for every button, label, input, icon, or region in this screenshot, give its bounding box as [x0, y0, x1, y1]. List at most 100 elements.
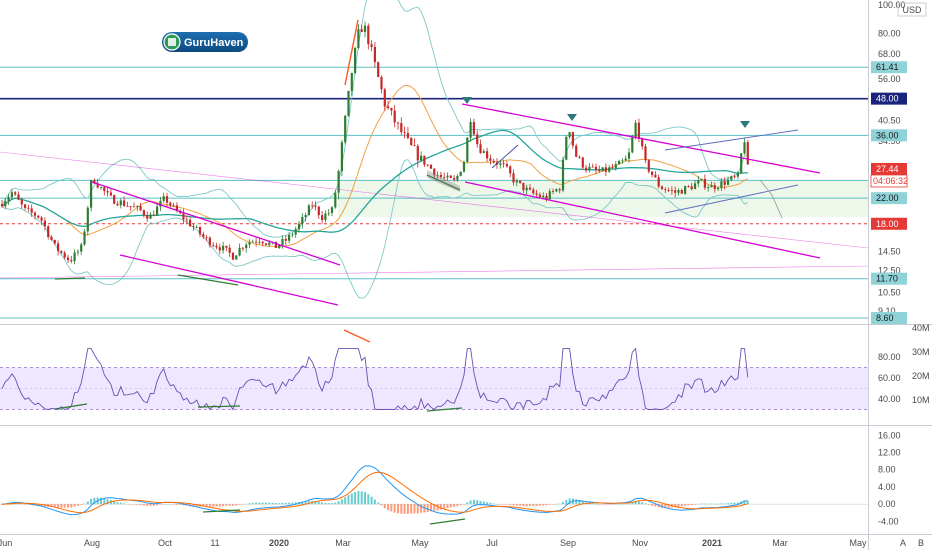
candle-body — [40, 217, 43, 221]
level-price-label-bg — [871, 61, 907, 74]
candle-body — [357, 29, 360, 49]
price-axis[interactable]: 100.0080.0068.0056.0040.5034.5027.5022.0… — [870, 0, 908, 324]
candle-body — [142, 210, 145, 216]
candle — [654, 171, 657, 178]
candle-body — [604, 167, 607, 172]
macd-histogram-bar — [248, 503, 251, 505]
candle-body — [363, 25, 367, 32]
macd-histogram-bar — [654, 504, 657, 507]
rsi-pane[interactable] — [0, 329, 868, 412]
candle — [736, 171, 739, 180]
candle — [486, 147, 489, 162]
candle-body — [627, 152, 631, 159]
macd-histogram-bar — [690, 504, 693, 506]
volume-tick: 30M — [912, 347, 930, 357]
rsi-axis[interactable]: 80.00 60.00 40.00 — [878, 352, 901, 404]
candle-body — [420, 155, 423, 161]
macd-histogram-bar — [723, 503, 726, 505]
candle — [476, 130, 479, 148]
macd-histogram-bar — [222, 504, 225, 507]
candle-body — [354, 48, 357, 73]
candle — [575, 143, 578, 158]
candle — [370, 40, 373, 52]
candle-body — [238, 247, 241, 256]
macd-histogram-bar — [208, 504, 211, 507]
candle — [172, 202, 175, 208]
macd-histogram-bar — [578, 500, 581, 505]
candle-body — [0, 204, 4, 207]
candle-body — [697, 180, 700, 184]
macd-histogram-bar — [317, 501, 320, 505]
trendline-blue — [491, 144, 519, 169]
macd-histogram-bar — [710, 503, 713, 505]
price-tick: 40.50 — [878, 115, 901, 125]
candle-body — [261, 241, 264, 244]
time-axis[interactable]: Jun Aug Oct 11 2020 Mar May Jul Sep Nov 2021 Mar May — [0, 538, 867, 548]
macd-histogram-bar — [281, 502, 284, 505]
macd-histogram-bar — [274, 503, 277, 505]
macd-histogram-bar — [548, 504, 551, 505]
candle — [585, 164, 588, 173]
macd-histogram-bar — [558, 503, 561, 505]
candle — [502, 159, 505, 168]
candle-body — [106, 191, 109, 193]
level-price-label: 36.00 — [876, 130, 899, 140]
currency-label: USD — [902, 5, 922, 15]
candle-body — [278, 245, 281, 248]
candle-body — [146, 215, 149, 219]
candle — [631, 134, 634, 154]
candle — [47, 225, 50, 240]
candle-body — [70, 260, 73, 262]
macd-histogram-bar — [717, 503, 720, 505]
macd-histogram-bar — [472, 499, 475, 505]
macd-histogram-bar — [499, 504, 502, 505]
macd-histogram-bar — [90, 499, 93, 505]
candle-body — [436, 174, 439, 176]
candle-body — [248, 242, 251, 245]
auto-scale-button[interactable]: A — [900, 538, 906, 548]
log-scale-button[interactable]: B — [918, 538, 924, 548]
candle — [228, 244, 231, 257]
macd-histogram-bar — [489, 503, 492, 505]
macd-histogram-bar — [364, 492, 366, 505]
macd-histogram-bar — [251, 502, 254, 505]
macd-histogram-bar — [334, 502, 337, 505]
candle-body — [654, 174, 657, 178]
candle-body — [228, 247, 231, 253]
candle-body — [377, 62, 380, 77]
candle-body — [47, 226, 50, 237]
macd-histogram-bar — [618, 504, 621, 505]
macd-histogram-bar — [149, 504, 152, 506]
candle-body — [486, 151, 489, 159]
candle-body — [344, 115, 347, 143]
candle — [664, 187, 667, 193]
candle — [393, 104, 396, 128]
candle — [357, 24, 360, 50]
macd-histogram-bar — [337, 501, 340, 505]
candle — [515, 178, 518, 187]
time-tick: May — [411, 538, 429, 548]
candle — [677, 188, 680, 196]
macd-axis[interactable]: 16.00 12.00 8.00 4.00 0.00 -4.00 — [878, 430, 901, 526]
candle-body — [288, 235, 291, 241]
macd-histogram-bar — [664, 504, 667, 508]
candle — [284, 235, 287, 246]
candle-body — [327, 212, 330, 214]
candle-body — [53, 239, 56, 244]
candle-body — [189, 219, 192, 227]
macd-histogram-bar — [486, 502, 489, 505]
candle — [334, 189, 337, 209]
candle — [443, 172, 446, 181]
candle-body — [347, 90, 350, 116]
candle — [479, 139, 482, 154]
candle — [538, 192, 541, 199]
candle — [17, 191, 20, 201]
price-pane[interactable] — [0, 0, 868, 319]
macd-histogram-bar — [367, 494, 370, 505]
macd-histogram-bar — [307, 500, 310, 505]
candle-body — [505, 164, 508, 167]
macd-pane[interactable] — [0, 465, 868, 525]
candle-body — [552, 191, 555, 192]
macd-histogram-bar — [106, 499, 109, 505]
